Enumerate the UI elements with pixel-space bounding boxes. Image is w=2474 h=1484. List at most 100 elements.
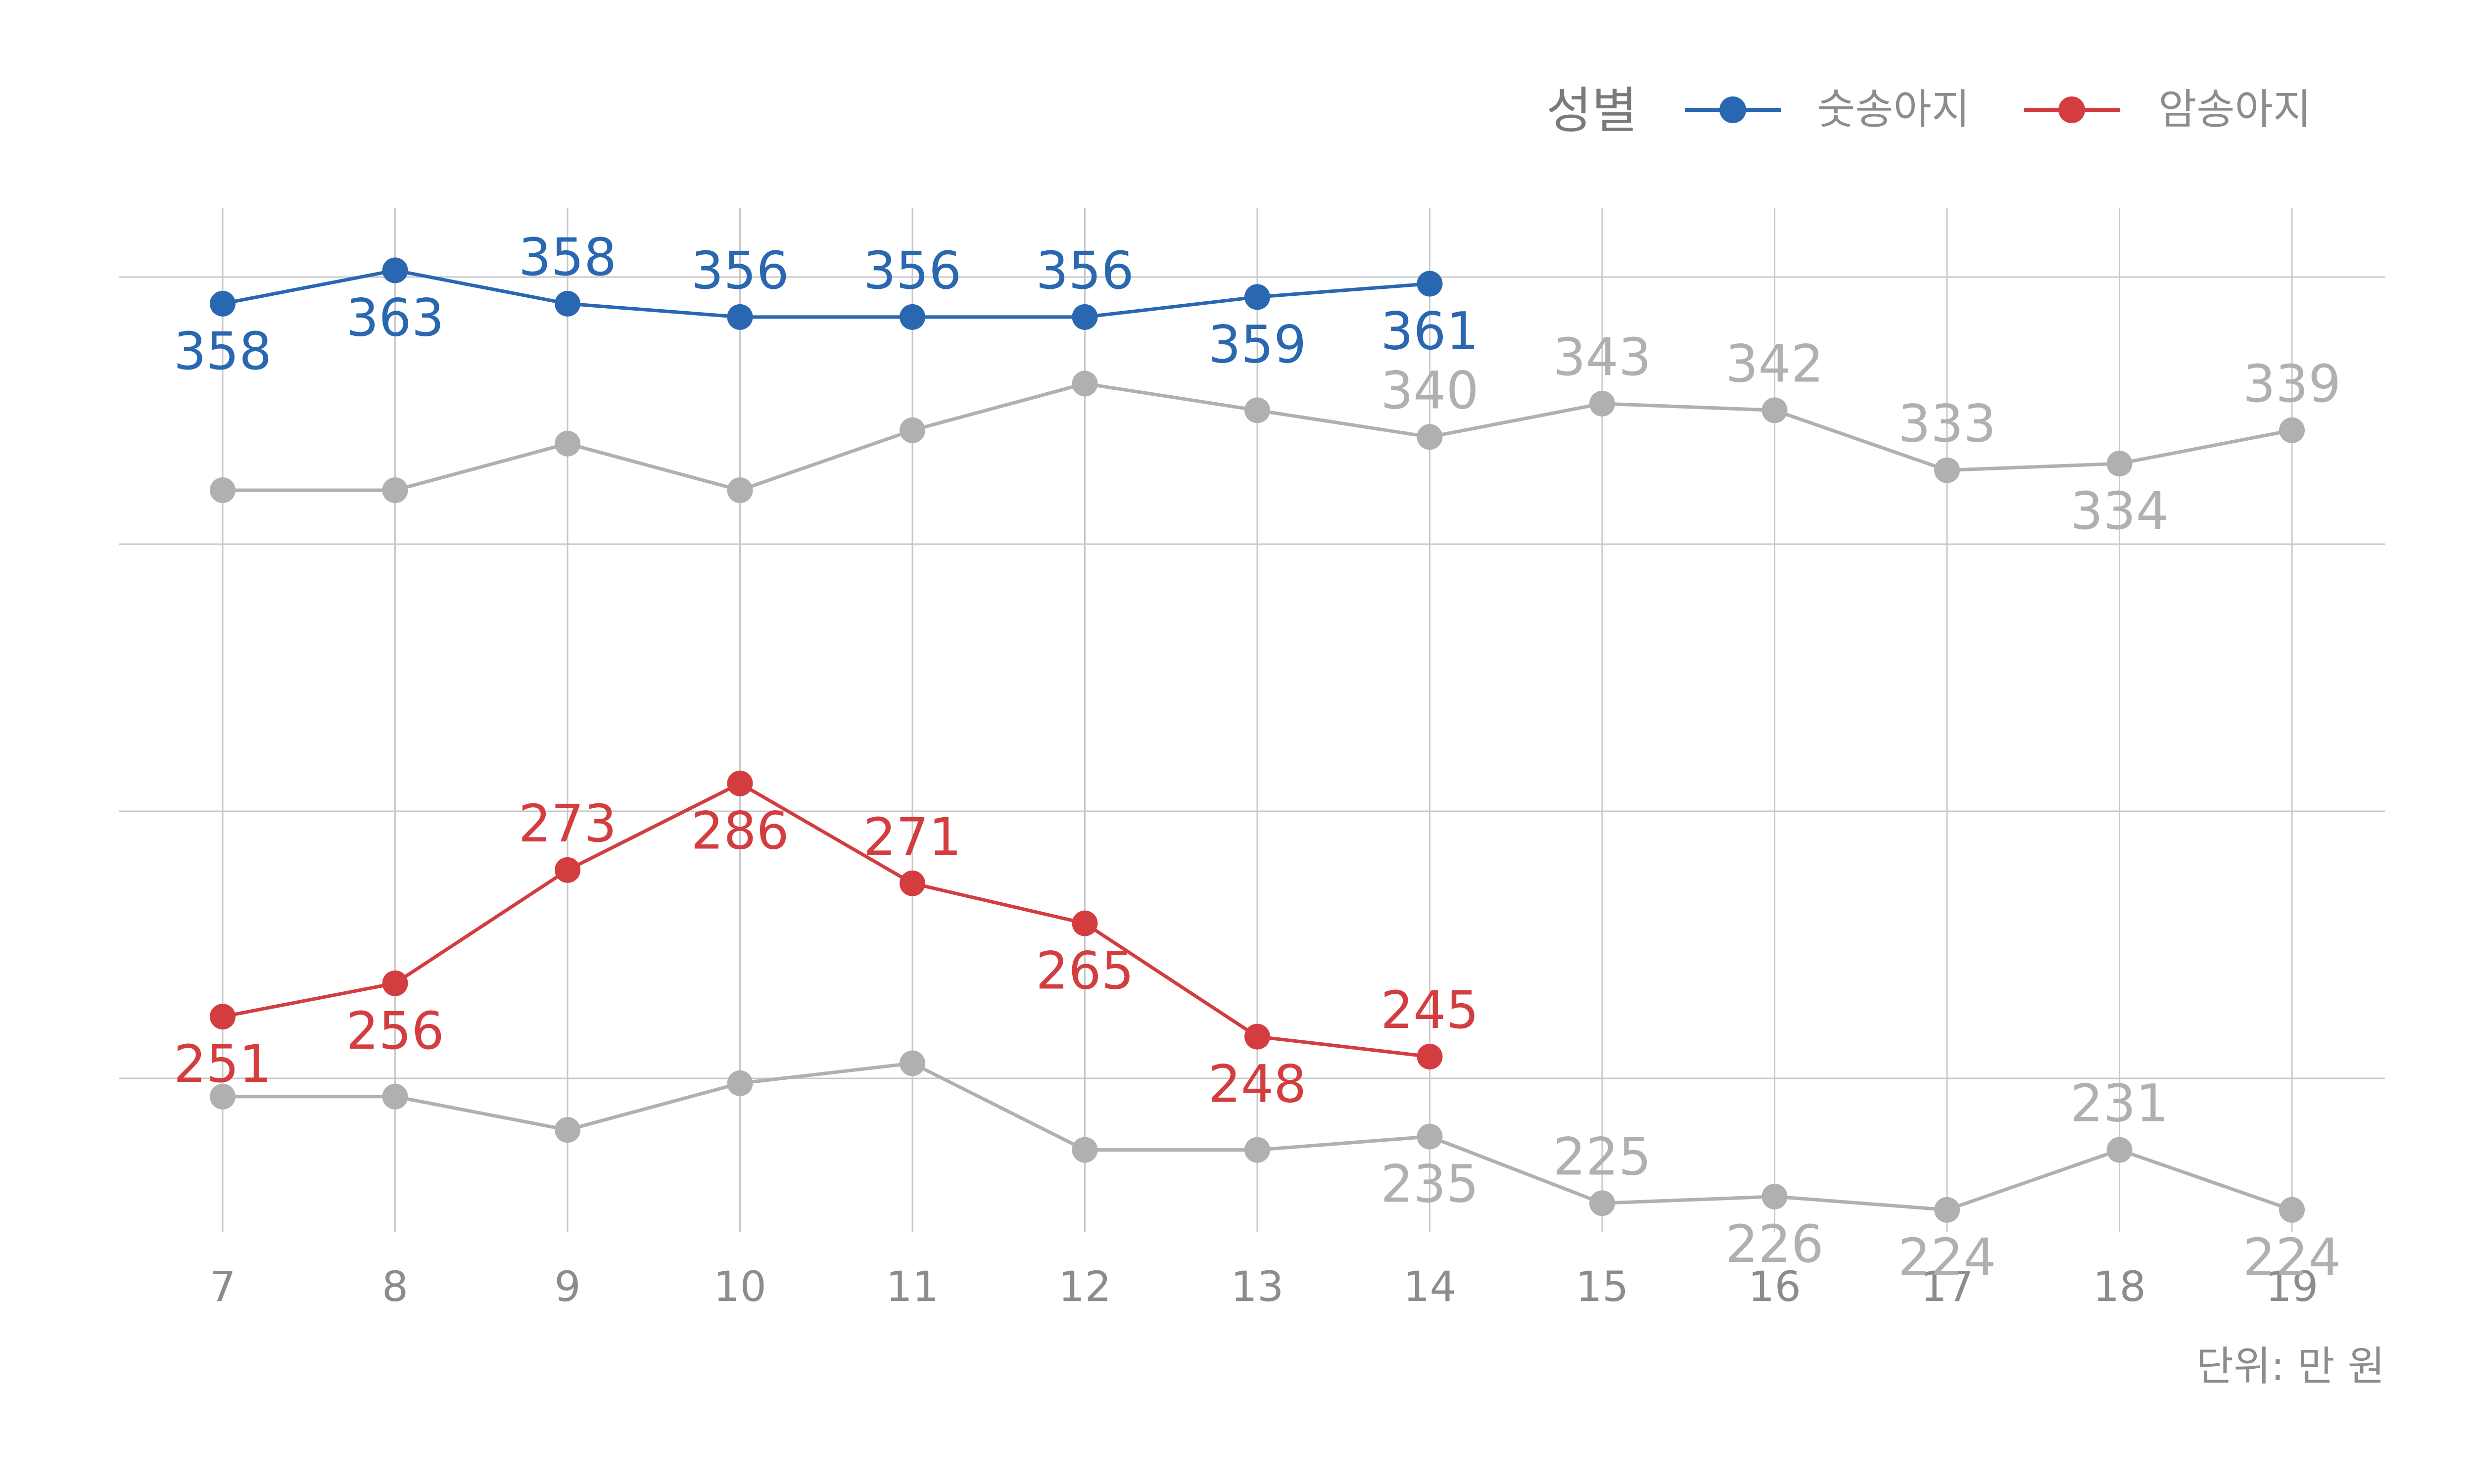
- x-tick-label: 19: [2266, 1262, 2319, 1311]
- data-point: [382, 257, 408, 283]
- data-point: [900, 1050, 925, 1076]
- data-point: [1072, 304, 1098, 330]
- x-tick-label: 11: [886, 1262, 939, 1311]
- x-axis-ticks: 7 8 9 10 11 12 13 14 15 16 17 18 19: [209, 1262, 2318, 1311]
- data-label: 340: [1380, 360, 1479, 420]
- data-point: [1417, 1043, 1443, 1069]
- series-layer: [210, 257, 2305, 1223]
- legend-label-female: 암송아지: [2158, 85, 2311, 134]
- data-point: [1589, 390, 1615, 417]
- data-label: 251: [174, 1034, 272, 1094]
- data-point: [382, 970, 408, 996]
- x-tick-label: 13: [1231, 1262, 1284, 1311]
- series-line: [222, 269, 1430, 319]
- data-label: 342: [1725, 333, 1824, 394]
- series-1: [210, 770, 1443, 1069]
- grid-lines: [119, 208, 2385, 1232]
- data-label: 358: [174, 321, 272, 381]
- data-point: [1244, 1137, 1270, 1163]
- data-label: 356: [863, 240, 962, 301]
- data-label: 271: [863, 807, 962, 867]
- data-label: 343: [1553, 327, 1652, 387]
- series-2: [210, 371, 2305, 504]
- data-label: 363: [346, 288, 444, 348]
- data-label: 339: [2243, 354, 2341, 414]
- series-3: [210, 1050, 2305, 1223]
- legend: 성별 숫송아지 암송아지: [1546, 82, 2311, 139]
- x-tick-label: 18: [2093, 1262, 2146, 1311]
- x-tick-label: 10: [714, 1262, 766, 1311]
- data-label: 334: [2070, 481, 2169, 541]
- x-tick-label: 16: [1748, 1262, 1801, 1311]
- data-point: [210, 477, 236, 504]
- data-point: [1934, 1197, 1960, 1223]
- data-point: [2279, 417, 2305, 443]
- data-point: [1244, 284, 1270, 310]
- data-label: 226: [1725, 1214, 1824, 1274]
- data-point: [727, 477, 753, 504]
- data-point: [555, 1117, 580, 1143]
- data-point: [382, 477, 408, 504]
- data-point: [2106, 1137, 2133, 1163]
- x-tick-label: 9: [554, 1262, 580, 1311]
- data-label: 224: [2243, 1227, 2341, 1288]
- data-point: [727, 770, 753, 796]
- data-point: [900, 870, 925, 896]
- data-label: 358: [519, 227, 617, 287]
- legend-label-male: 숫송아지: [1817, 85, 1970, 134]
- data-point: [555, 430, 580, 457]
- data-point: [382, 1083, 408, 1110]
- data-point: [1934, 457, 1960, 483]
- x-tick-label: 17: [1921, 1262, 1974, 1311]
- data-label: 245: [1380, 980, 1479, 1040]
- data-point: [1417, 1123, 1443, 1150]
- data-label: 361: [1380, 301, 1479, 361]
- data-label: 235: [1380, 1154, 1479, 1214]
- data-label: 356: [1036, 240, 1134, 301]
- data-label: 224: [1898, 1227, 1997, 1288]
- data-point: [900, 417, 925, 443]
- data-point: [1417, 271, 1443, 297]
- data-point: [1761, 397, 1788, 423]
- data-label: 359: [1208, 314, 1307, 374]
- data-label: 256: [346, 1001, 444, 1061]
- series-0: [210, 257, 1443, 330]
- legend-marker-male: [1719, 96, 1746, 123]
- data-point: [900, 304, 925, 330]
- data-label: 333: [1898, 394, 1997, 454]
- legend-title: 성별: [1546, 82, 1637, 139]
- data-point: [555, 290, 580, 317]
- data-point: [555, 857, 580, 883]
- data-point: [2279, 1197, 2305, 1223]
- x-tick-label: 14: [1403, 1262, 1456, 1311]
- data-point: [1072, 1137, 1098, 1163]
- unit-caption: 단위: 만 원: [2196, 1343, 2385, 1390]
- data-point: [727, 1070, 753, 1096]
- series-line: [222, 782, 1430, 1059]
- data-point: [1244, 1023, 1270, 1050]
- data-point: [1244, 397, 1270, 423]
- data-label: 265: [1036, 941, 1134, 1001]
- data-point: [1072, 371, 1098, 397]
- x-tick-label: 7: [209, 1262, 236, 1311]
- data-label: 248: [1208, 1054, 1307, 1114]
- data-point: [2106, 451, 2133, 477]
- legend-marker-female: [2058, 96, 2085, 123]
- data-labels: 340 343 342 333 334 339 235 225 226 224 231 224 358 3…: [174, 227, 2341, 1288]
- data-point: [210, 290, 236, 317]
- data-point: [727, 304, 753, 330]
- data-label: 231: [2070, 1073, 2169, 1134]
- data-point: [1417, 424, 1443, 450]
- data-label: 356: [691, 240, 789, 301]
- data-point: [1589, 1190, 1615, 1216]
- x-tick-label: 12: [1058, 1262, 1111, 1311]
- data-label: 286: [691, 801, 789, 861]
- data-point: [210, 1083, 236, 1110]
- data-point: [1072, 910, 1098, 936]
- x-tick-label: 15: [1576, 1262, 1629, 1311]
- data-point: [1761, 1183, 1788, 1209]
- x-tick-label: 8: [382, 1262, 408, 1311]
- data-point: [210, 1004, 236, 1030]
- data-label: 225: [1553, 1126, 1652, 1187]
